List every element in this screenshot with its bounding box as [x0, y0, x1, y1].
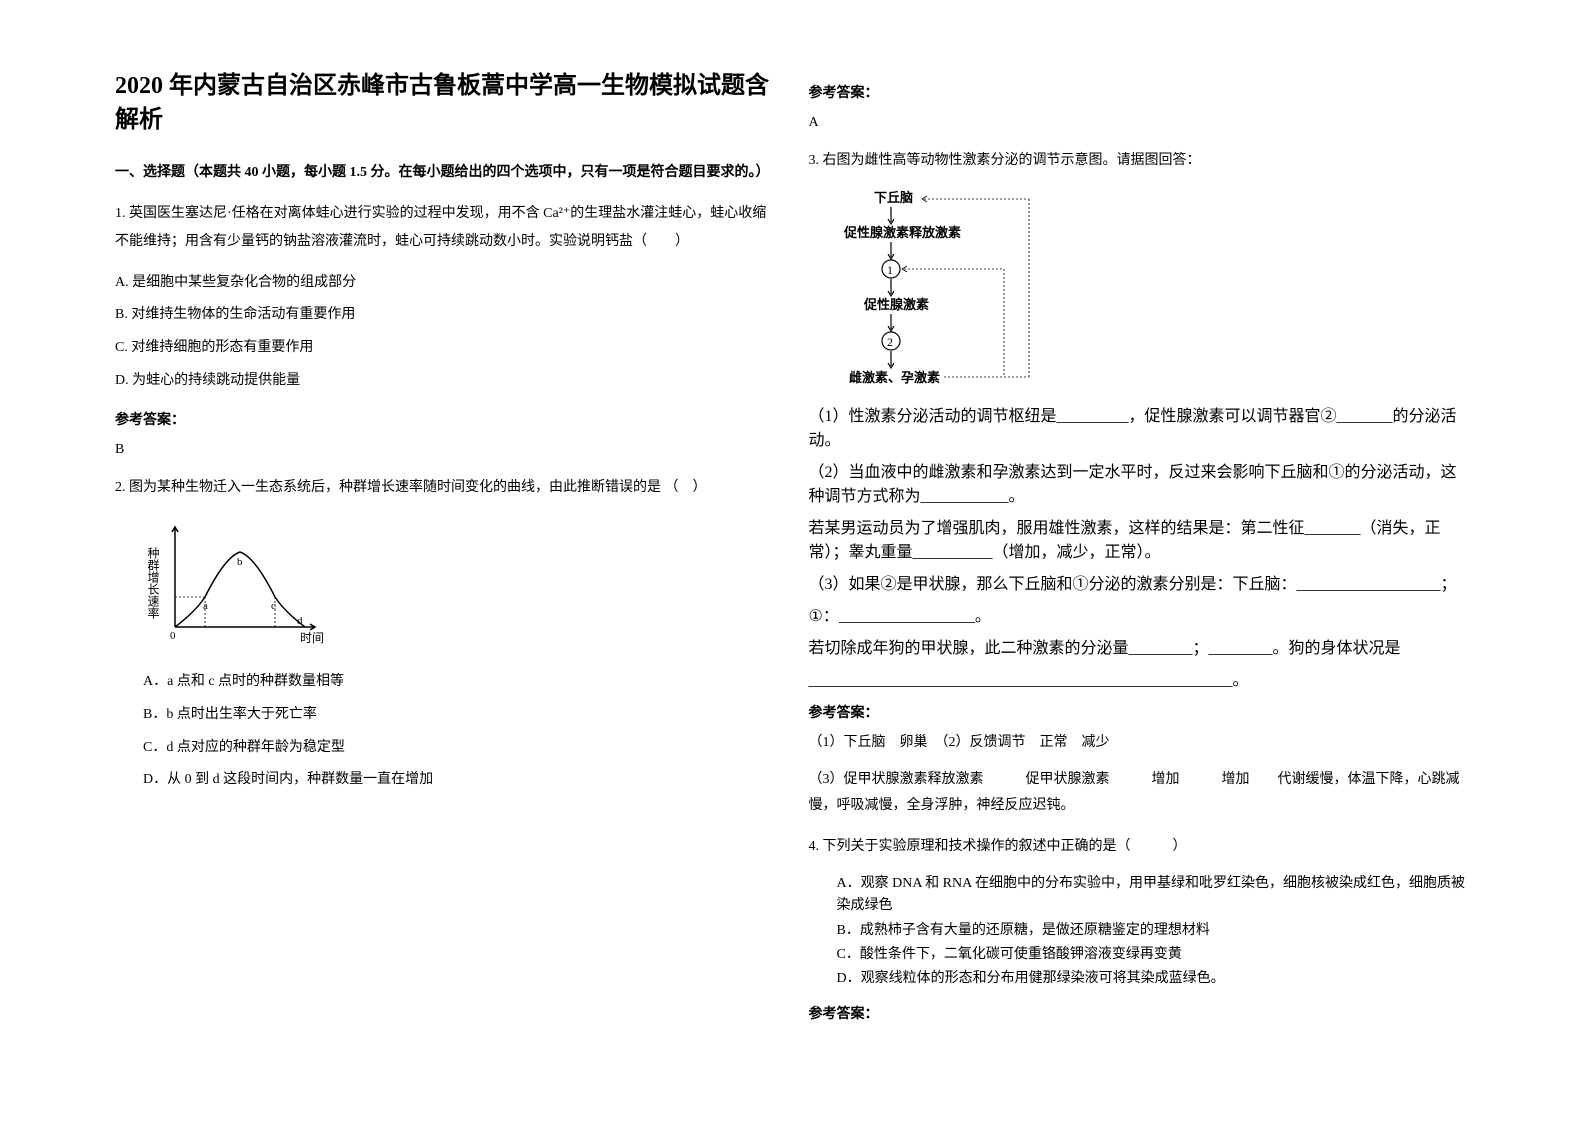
svg-text:雌激素、孕激素: 雌激素、孕激素 [849, 370, 940, 385]
q1-text: 1. 英国医生塞达尼·任格在对离体蛙心进行实验的过程中发现，用不含 Ca²⁺的生… [115, 200, 779, 256]
q2-answer: A [809, 110, 1473, 135]
q3-answer-label: 参考答案： [809, 702, 1473, 722]
q1-option-c: C. 对维持细胞的形态有重要作用 [115, 333, 779, 364]
q4-option-a: A．观察 DNA 和 RNA 在细胞中的分布实验中，用甲基绿和吡罗红染色，细胞核… [837, 873, 1473, 918]
q1-option-d: D. 为蛙心的持续跳动提供能量 [115, 366, 779, 397]
q2-text: 2. 图为某种生物迁入一生态系统后，种群增长速率随时间变化的曲线，由此推断错误的… [115, 474, 779, 502]
q3-sub3c: 若切除成年狗的甲状腺，此二种激素的分泌量________；________。狗的… [809, 634, 1473, 658]
q2-option-d: D．从 0 到 d 这段时间内，种群数量一直在增加 [143, 765, 779, 796]
q3-sub1: （1）性激素分泌活动的调节枢纽是_________，促性腺激素可以调节器官②__… [809, 402, 1473, 450]
svg-text:种群增长速率: 种群增长速率 [146, 547, 160, 619]
svg-text:d: d [297, 615, 303, 627]
svg-text:促性腺激素释放激素: 促性腺激素释放激素 [843, 225, 961, 240]
q2-option-c: C．d 点对应的种群年龄为稳定型 [143, 733, 779, 764]
svg-text:b: b [237, 556, 243, 568]
svg-text:a: a [203, 600, 208, 612]
q3-sub2b: 若某男运动员为了增强肌肉，服用雄性激素，这样的结果是：第二性征_______（消… [809, 514, 1473, 562]
q3-ans1: （1）下丘脑 卵巢 （2）反馈调节 正常 减少 [809, 730, 1473, 755]
q4-option-d: D．观察线粒体的形态和分布用健那绿染液可将其染成蓝绿色。 [837, 968, 1473, 990]
q3-diagram: 下丘脑 促性腺激素释放激素 1 促性腺激素 2 雌激素、孕激素 [829, 187, 1473, 392]
svg-text:1: 1 [887, 263, 893, 277]
q1-answer: B [115, 437, 779, 462]
q2-chart: 种群增长速率 a b c d 0 时间 [145, 517, 779, 652]
page-title: 2020 年内蒙古自治区赤峰市古鲁板蒿中学高一生物模拟试题含解析 [115, 70, 779, 137]
q3-sub3d: ________________________________________… [809, 666, 1473, 690]
section-header: 一、选择题（本题共 40 小题，每小题 1.5 分。在每小题给出的四个选项中，只… [115, 162, 779, 184]
q4-option-c: C．酸性条件下，二氧化碳可使重铬酸钾溶液变绿再变黄 [837, 944, 1473, 966]
q3-ans2: （3）促甲状腺激素释放激素 促甲状腺激素 增加 增加 代谢缓慢，体温下降，心跳减… [809, 767, 1473, 817]
q1-option-b: B. 对维持生物体的生命活动有重要作用 [115, 300, 779, 331]
q3-sub3: （3）如果②是甲状腺，那么下丘脑和①分泌的激素分别是：下丘脑：_________… [809, 570, 1473, 594]
q2-option-b: B．b 点时出生率大于死亡率 [143, 700, 779, 731]
q2-option-a: A．a 点和 c 点时的种群数量相等 [143, 667, 779, 698]
q3-text: 3. 右图为雌性高等动物性激素分泌的调节示意图。请据图回答： [809, 147, 1473, 175]
svg-text:促性腺激素: 促性腺激素 [863, 297, 929, 312]
q1-option-a: A. 是细胞中某些复杂化合物的组成部分 [115, 268, 779, 299]
svg-text:2: 2 [887, 335, 893, 349]
q3-sub2: （2）当血液中的雌激素和孕激素达到一定水平时，反过来会影响下丘脑和①的分泌活动，… [809, 458, 1473, 506]
q4-text: 4. 下列关于实验原理和技术操作的叙述中正确的是（ ） [809, 833, 1473, 861]
svg-text:时间: 时间 [300, 631, 324, 645]
q4-answer-label: 参考答案： [809, 1003, 1473, 1023]
svg-text:0: 0 [170, 630, 176, 642]
q2-answer-label: 参考答案： [809, 82, 1473, 102]
q4-option-b: B．成熟柿子含有大量的还原糖，是做还原糖鉴定的理想材料 [837, 920, 1473, 942]
q3-sub3b: ①：_________________。 [809, 602, 1473, 626]
q1-answer-label: 参考答案： [115, 409, 779, 429]
svg-text:下丘脑: 下丘脑 [874, 190, 913, 205]
